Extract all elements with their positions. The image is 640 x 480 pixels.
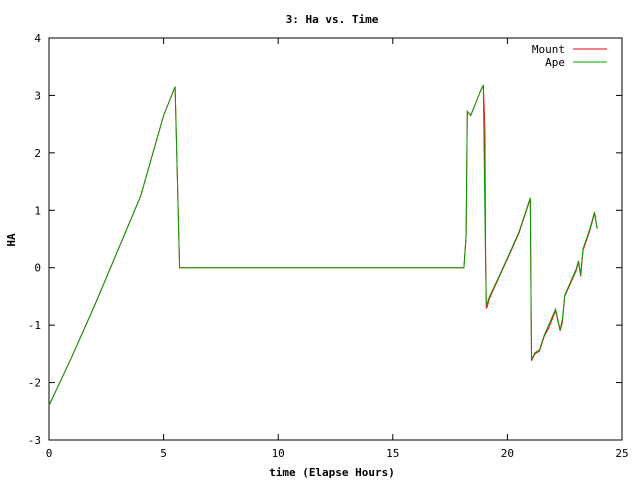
legend-label: Ape [545,56,565,69]
series-line-mount [48,84,598,406]
x-axis-label: time (Elapse Hours) [269,466,395,479]
y-tick-label: 1 [34,204,41,217]
x-tick-label: 10 [272,447,285,460]
x-tick-label: 5 [160,447,167,460]
x-tick-label: 20 [501,447,514,460]
axis-ticks: 0 5 10 15 20 25 -3 -2 -1 0 1 2 3 4 [28,32,629,460]
series-line-ape [48,84,598,406]
y-tick-label: 0 [34,262,41,275]
y-tick-label: -3 [28,434,41,447]
y-tick-label: 2 [34,147,41,160]
y-tick-label: -2 [28,377,41,390]
series-lines [48,84,598,406]
chart-title: 3: Ha vs. Time [286,13,379,26]
y-tick-label: 3 [34,89,41,102]
x-tick-label: 25 [615,447,628,460]
legend-label: Mount [532,43,565,56]
x-tick-label: 15 [386,447,399,460]
x-tick-label: 0 [46,447,53,460]
y-tick-label: 4 [34,32,41,45]
plot-frame [48,37,623,441]
y-tick-label: -1 [28,319,41,332]
y-axis-label: HA [5,233,18,247]
